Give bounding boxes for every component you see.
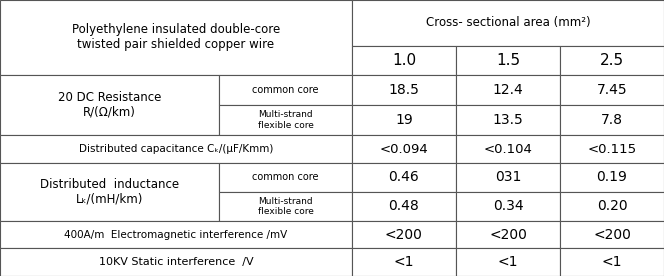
Text: 12.4: 12.4 [493,83,523,97]
Text: <0.094: <0.094 [380,142,428,156]
Text: <1: <1 [602,255,622,269]
Bar [456,192,560,221]
Text: common core: common core [252,85,319,95]
Bar [560,135,664,163]
Bar [352,46,456,75]
Text: 7.45: 7.45 [597,83,627,97]
Bar [352,0,664,46]
Bar [219,192,352,221]
Text: 18.5: 18.5 [388,83,420,97]
Text: 0.34: 0.34 [493,199,523,213]
Text: Distributed  inductance
Lₖ/(mH/km): Distributed inductance Lₖ/(mH/km) [40,178,179,206]
Text: 0.19: 0.19 [596,170,627,184]
Text: 0.48: 0.48 [388,199,419,213]
Text: 400A/m  Electromagnetic interference /mV: 400A/m Electromagnetic interference /mV [64,230,288,240]
Text: common core: common core [252,172,319,182]
Bar [560,192,664,221]
Text: <0.115: <0.115 [588,142,637,156]
Bar [352,221,456,248]
Text: <1: <1 [394,255,414,269]
Text: <0.104: <0.104 [483,142,533,156]
Bar [0,221,352,248]
Bar [0,0,352,75]
Bar [219,105,352,135]
Text: 19: 19 [395,113,413,127]
Bar [0,75,219,135]
Bar [456,135,560,163]
Bar [456,105,560,135]
Text: 2.5: 2.5 [600,52,624,68]
Bar [352,192,456,221]
Bar [352,105,456,135]
Bar [456,163,560,192]
Bar [352,163,456,192]
Bar [560,46,664,75]
Text: <200: <200 [385,228,423,242]
Text: Multi-strand
flexible core: Multi-strand flexible core [258,197,313,216]
Text: 0.46: 0.46 [388,170,419,184]
Bar [560,105,664,135]
Text: 10KV Static interference  /V: 10KV Static interference /V [99,257,253,267]
Bar [352,135,456,163]
Bar [219,163,352,192]
Text: 13.5: 13.5 [493,113,523,127]
Bar [456,221,560,248]
Text: Multi-strand
flexible core: Multi-strand flexible core [258,110,313,130]
Text: 031: 031 [495,170,521,184]
Bar [560,248,664,276]
Bar [352,75,456,105]
Bar [352,248,456,276]
Text: 20 DC Resistance
R/(Ω/km): 20 DC Resistance R/(Ω/km) [58,91,161,119]
Bar [456,248,560,276]
Bar [0,163,219,221]
Bar [219,75,352,105]
Text: Cross- sectional area (mm²): Cross- sectional area (mm²) [426,16,590,29]
Text: <200: <200 [593,228,631,242]
Text: Distributed capacitance Cₖ/(μF/Kmm): Distributed capacitance Cₖ/(μF/Kmm) [79,144,273,154]
Text: 7.8: 7.8 [601,113,623,127]
Bar [0,135,352,163]
Text: 1.0: 1.0 [392,52,416,68]
Text: Polyethylene insulated double-core
twisted pair shielded copper wire: Polyethylene insulated double-core twist… [72,23,280,51]
Text: 1.5: 1.5 [496,52,520,68]
Bar [0,248,352,276]
Bar [560,163,664,192]
Text: <1: <1 [498,255,518,269]
Bar [456,75,560,105]
Bar [456,46,560,75]
Text: 0.20: 0.20 [597,199,627,213]
Bar [560,75,664,105]
Text: <200: <200 [489,228,527,242]
Bar [560,221,664,248]
